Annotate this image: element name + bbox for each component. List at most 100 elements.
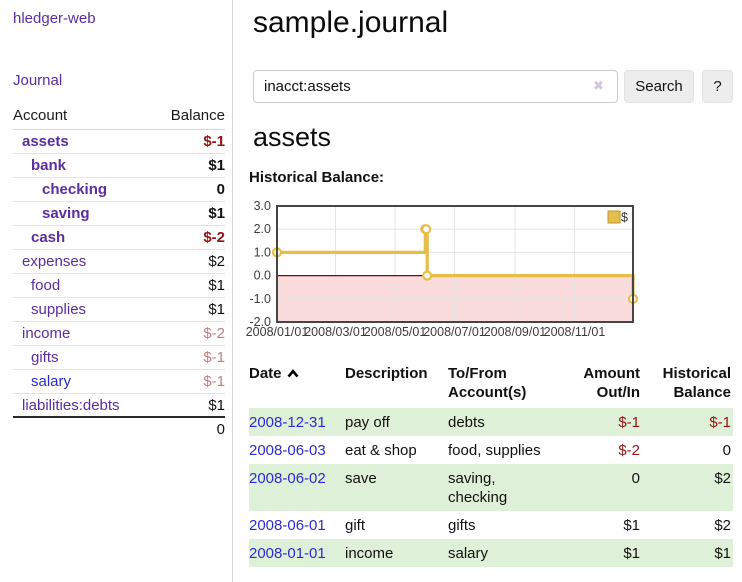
account-row: gifts $-1 [13, 346, 225, 370]
transaction-balance: $1 [714, 545, 731, 562]
accounts-panel: Account Balance assets $-1 bank $1 check… [13, 104, 225, 441]
transaction-amount: $1 [623, 517, 640, 534]
account-link-bank[interactable]: bank [31, 157, 67, 174]
account-link-assets[interactable]: assets [22, 133, 69, 150]
transaction-description: save [345, 470, 377, 487]
account-balance: $-1 [203, 349, 225, 366]
transaction-description: eat & shop [345, 442, 417, 459]
transaction-accounts: saving, checking [448, 470, 508, 506]
y-tick-label: 2.0 [254, 222, 271, 236]
transaction-description: pay off [345, 414, 390, 431]
search-input[interactable] [253, 70, 618, 103]
accounts-header: Account Balance [13, 104, 225, 130]
account-balance: $-1 [203, 133, 225, 150]
account-link-income[interactable]: income [22, 325, 71, 342]
account-link-salary[interactable]: salary [31, 373, 72, 390]
account-row: checking 0 [13, 178, 225, 202]
register-row: 2008-06-01 gift gifts $1 $2 [249, 511, 733, 539]
sidebar: hledger-web Journal Account Balance asse… [0, 0, 233, 582]
transaction-amount: 0 [631, 470, 640, 487]
transaction-balance: 0 [722, 442, 731, 459]
account-row: liabilities:debts $1 [13, 394, 225, 417]
column-header-description: Description [345, 365, 428, 382]
legend-label: $ [621, 211, 628, 225]
register-row: 2008-06-02 save saving, checking 0 $2 [249, 464, 733, 511]
brand-link[interactable]: hledger-web [13, 10, 96, 27]
account-row: salary $-1 [13, 370, 225, 394]
account-link-saving[interactable]: saving [42, 205, 90, 222]
transaction-date-link[interactable]: 2008-06-01 [249, 517, 326, 534]
account-balance: $1 [208, 205, 225, 222]
x-tick-label: 2008/09/01 [484, 325, 547, 339]
y-tick-label: 1.0 [254, 245, 271, 259]
account-balance: $2 [208, 253, 225, 270]
account-balance: $1 [208, 301, 225, 318]
sidebar-item-journal[interactable]: Journal [13, 72, 63, 89]
column-header-accounts: To/From Account(s) [448, 365, 527, 401]
account-link-supplies[interactable]: supplies [31, 301, 87, 318]
historical-balance-chart: $3.0 2.0 1.0 0.0 -1.0 -2.02008/01/012008/03/0… [246, 200, 639, 339]
account-balance: $-2 [203, 325, 225, 342]
accounts-header-account: Account [13, 107, 68, 124]
transaction-accounts: gifts [448, 517, 476, 534]
transaction-balance: $-1 [709, 414, 731, 431]
register-table: Date Description To/From Account(s) Amou… [249, 361, 733, 567]
x-tick-label: 2008/11/01 [544, 325, 606, 339]
transaction-amount: $1 [623, 545, 640, 562]
account-row: income $-2 [13, 322, 225, 346]
transaction-date-link[interactable]: 2008-01-01 [249, 545, 326, 562]
account-balance: $1 [208, 277, 225, 294]
transaction-description: income [345, 545, 394, 562]
account-link-food[interactable]: food [31, 277, 61, 294]
x-tick-label: 2008/03/01 [304, 325, 367, 339]
account-link-expenses[interactable]: expenses [22, 253, 87, 270]
account-balance: $1 [208, 157, 225, 174]
column-header-date[interactable]: Date [249, 361, 345, 408]
y-tick-label: -2.0 [249, 315, 271, 329]
data-point [421, 224, 432, 235]
legend-swatch [607, 210, 621, 224]
accounts-header-balance: Balance [170, 107, 225, 124]
account-balance: 0 [216, 181, 225, 198]
account-link-liabilities-debts[interactable]: liabilities:debts [22, 397, 120, 414]
account-row: bank $1 [13, 154, 225, 178]
y-tick-label: -1.0 [249, 292, 271, 306]
column-header-date-label: Date [249, 365, 282, 382]
clear-search-icon[interactable]: ✖ [593, 78, 604, 93]
transaction-accounts: salary [448, 545, 489, 562]
column-header-amount: Amount Out/In [583, 365, 640, 401]
account-row: expenses $2 [13, 250, 225, 274]
transaction-date-link[interactable]: 2008-12-31 [249, 414, 326, 431]
help-button[interactable]: ? [702, 70, 733, 103]
x-tick-label: 2008/07/01 [423, 325, 486, 339]
account-link-gifts[interactable]: gifts [31, 349, 59, 366]
account-balance: $-1 [203, 373, 225, 390]
account-link-cash[interactable]: cash [31, 229, 66, 246]
transaction-accounts: food, supplies [448, 442, 541, 459]
register-header-row: Date Description To/From Account(s) Amou… [249, 361, 733, 408]
register-row: 2008-01-01 income salary $1 $1 [249, 539, 733, 567]
account-row: cash $-2 [13, 226, 225, 250]
search-button[interactable]: Search [624, 70, 694, 103]
y-tick-label: 0.0 [254, 269, 271, 283]
transaction-balance: $2 [714, 517, 731, 534]
transaction-description: gift [345, 517, 366, 534]
account-heading: assets [253, 122, 332, 152]
account-row: food $1 [13, 274, 225, 298]
sort-ascending-icon [287, 369, 299, 378]
account-row: saving $1 [13, 202, 225, 226]
accounts-total-value: 0 [216, 421, 225, 438]
transaction-date-link[interactable]: 2008-06-02 [249, 470, 326, 487]
transaction-balance: $2 [714, 470, 731, 487]
transaction-date-link[interactable]: 2008-06-03 [249, 442, 326, 459]
account-balance: $1 [208, 397, 225, 414]
account-row: supplies $1 [13, 298, 225, 322]
register-row: 2008-12-31 pay off debts $-1 $-1 [249, 408, 733, 436]
data-point [422, 270, 433, 281]
transaction-amount: $-1 [618, 414, 640, 431]
transaction-amount: $-2 [618, 442, 640, 459]
transaction-accounts: debts [448, 414, 485, 431]
account-link-checking[interactable]: checking [42, 181, 108, 198]
register-row: 2008-06-03 eat & shop food, supplies $-2… [249, 436, 733, 464]
